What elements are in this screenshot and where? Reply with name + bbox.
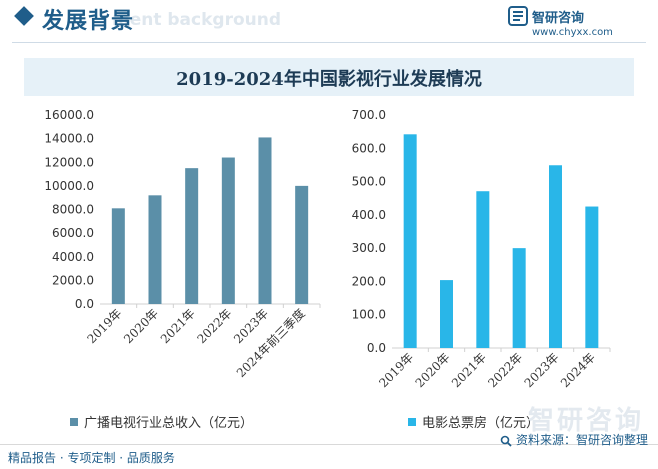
box-bar xyxy=(440,280,453,348)
chart-title: 2019-2024年中国影视行业发展情况 xyxy=(176,69,482,90)
tv-category-label: 2019年 xyxy=(84,306,124,346)
tv-category-label: 2020年 xyxy=(121,306,161,346)
tv-ytick-label: 4000.0 xyxy=(52,250,94,264)
legend-tv-label: 广播电视行业总收入（亿元） xyxy=(84,416,254,431)
page-header: ment background 发展背景 智研咨询 www.chyxx.com xyxy=(0,0,658,44)
tv-bar xyxy=(295,185,309,304)
source-text: 资料来源：智研咨询整理 xyxy=(515,433,648,447)
box-category-label: 2022年 xyxy=(485,350,525,390)
watermark-text: 智研咨询 xyxy=(527,406,644,436)
tv-ytick-label: 10000.0 xyxy=(44,179,94,193)
brand-name: 智研咨询 xyxy=(532,11,585,26)
box-bar xyxy=(403,134,417,348)
box-category-label: 2019年 xyxy=(376,350,416,390)
search-icon xyxy=(500,435,512,447)
tv-ytick-label: 14000.0 xyxy=(44,132,94,146)
source-note: 资料来源：智研咨询整理 xyxy=(500,431,648,448)
box-ytick-label: 400.0 xyxy=(352,208,386,222)
tv-bar xyxy=(111,208,125,304)
box-ytick-label: 300.0 xyxy=(352,241,386,255)
box-ytick-label: 100.0 xyxy=(352,308,386,322)
zhiyan-logo-icon xyxy=(508,6,528,26)
box-bar xyxy=(585,206,599,348)
legend-tv: 广播电视行业总收入（亿元） xyxy=(70,412,253,431)
brand: 智研咨询 www.chyxx.com xyxy=(508,5,638,41)
tv-ytick-label: 6000.0 xyxy=(52,226,94,240)
title-shadow-text: ment background xyxy=(112,10,282,30)
box-ytick-label: 600.0 xyxy=(352,141,386,155)
box-ytick-label: 700.0 xyxy=(352,108,386,122)
legend-box-label: 电影总票房（亿元） xyxy=(422,416,540,431)
box-ytick-label: 0.0 xyxy=(367,341,386,355)
page-title: 发展背景 xyxy=(42,9,135,34)
footer-slogan: 精品报告 · 专项定制 · 品质服务 xyxy=(8,451,175,465)
tv-ytick-label: 16000.0 xyxy=(44,108,94,122)
header-divider xyxy=(12,42,646,43)
box-bar xyxy=(549,165,562,348)
tv-category-label: 2021年 xyxy=(158,306,198,346)
legend-box-swatch xyxy=(408,417,416,426)
box-ytick-label: 500.0 xyxy=(352,175,386,189)
tv-ytick-label: 0.0 xyxy=(75,297,94,311)
tv-bar xyxy=(148,195,162,304)
tv-bar xyxy=(258,137,272,304)
box-bar xyxy=(512,248,526,348)
brand-url: www.chyxx.com xyxy=(532,27,613,38)
box-category-label: 2024年 xyxy=(558,350,598,390)
tv-ytick-label: 12000.0 xyxy=(44,155,94,169)
footer-divider xyxy=(0,444,658,445)
tv-ytick-label: 2000.0 xyxy=(52,273,94,287)
box-ytick-label: 200.0 xyxy=(352,274,386,288)
chart-title-bar: 2019-2024年中国影视行业发展情况 xyxy=(24,58,634,96)
tv-ytick-label: 8000.0 xyxy=(52,203,94,217)
tv-bar xyxy=(221,157,235,304)
box-category-label: 2021年 xyxy=(449,350,489,390)
box-bar xyxy=(476,191,490,348)
tv-bar xyxy=(185,168,199,304)
legend-tv-swatch xyxy=(70,417,78,426)
box-category-label: 2023年 xyxy=(522,350,562,390)
legend-box: 电影总票房（亿元） xyxy=(408,412,539,431)
box-category-label: 2020年 xyxy=(413,350,453,390)
tv-category-label: 2022年 xyxy=(194,306,234,346)
